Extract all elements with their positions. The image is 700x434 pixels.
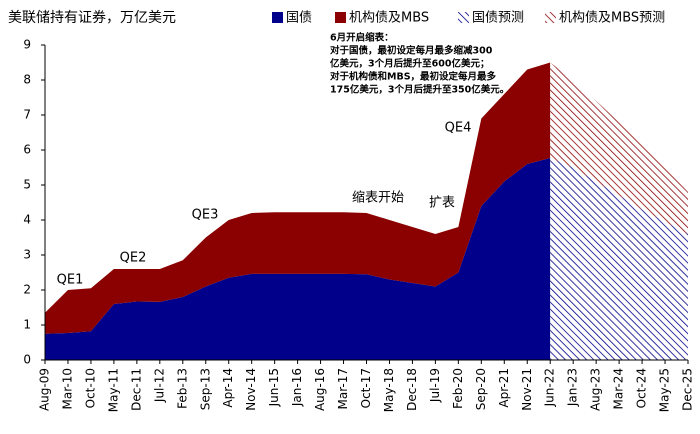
- y-tick-label: 7: [23, 108, 31, 122]
- note-line: 亿美元，3个月后提升至600亿美元；: [330, 58, 489, 70]
- x-tick-label: Sep-13: [198, 368, 212, 410]
- x-tick-label: Aug-16: [313, 368, 327, 411]
- x-tick-label: Oct-24: [635, 368, 649, 408]
- legend-label: 国债预测: [472, 11, 524, 26]
- x-tick-label: Jan-23: [566, 368, 580, 407]
- y-tick-label: 3: [23, 248, 31, 262]
- x-tick-label: Dec-25: [681, 368, 695, 411]
- x-tick-label: Aug-23: [589, 368, 603, 411]
- annotation: QE3: [192, 208, 219, 223]
- x-tick-label: Mar-10: [60, 368, 74, 409]
- legend-swatch: [545, 12, 556, 23]
- legend-swatch: [335, 12, 346, 23]
- x-tick-label: Apr-21: [497, 368, 511, 408]
- x-tick-label: Mar-24: [612, 368, 626, 409]
- legend-swatch: [458, 12, 469, 23]
- legend-label: 机构债及MBS: [349, 11, 429, 26]
- x-tick-label: Apr-14: [221, 368, 235, 408]
- x-tick-label: Dec-11: [129, 368, 143, 411]
- x-tick-label: Jun-22: [543, 368, 557, 407]
- x-tick-label: Mar-17: [336, 368, 350, 409]
- x-tick-label: Jul-12: [152, 368, 166, 403]
- x-tick-label: Oct-10: [83, 368, 97, 408]
- annotation: QE2: [120, 251, 147, 266]
- x-tick-label: May-25: [658, 368, 672, 412]
- y-tick-label: 8: [23, 73, 31, 87]
- x-tick-label: Dec-18: [405, 368, 419, 411]
- x-tick-label: Jul-19: [428, 368, 442, 403]
- x-tick-label: Jan-16: [290, 368, 304, 407]
- x-tick-label: May-11: [106, 368, 120, 412]
- x-tick-label: May-18: [382, 368, 396, 412]
- y-tick-label: 4: [23, 213, 31, 227]
- area: [550, 158, 688, 360]
- x-tick-label: Nov-14: [244, 368, 258, 411]
- y-tick-label: 1: [23, 318, 31, 332]
- y-tick-label: 6: [23, 143, 31, 157]
- y-tick-label: 2: [23, 283, 31, 297]
- annotation: QE1: [57, 273, 84, 288]
- annotation: 缩表开始: [352, 190, 404, 206]
- area: [45, 158, 551, 360]
- x-tick-label: Sep-20: [474, 368, 488, 410]
- chart-title: 美联储持有证券，万亿美元: [8, 10, 176, 26]
- area: [45, 62, 551, 334]
- x-tick-label: Jun-15: [267, 368, 281, 407]
- x-tick-label: Aug-09: [38, 368, 52, 411]
- x-tick-label: Oct-17: [359, 368, 373, 408]
- y-tick-label: 9: [23, 38, 31, 52]
- note-line: 对于国债，最初设定每月最多缩减300: [330, 45, 493, 57]
- annotation: QE4: [445, 121, 472, 136]
- y-tick-label: 5: [23, 178, 31, 192]
- x-tick-label: Nov-21: [520, 368, 534, 411]
- note-line: 175亿美元，3个月后提升至350亿美元。: [330, 84, 509, 96]
- legend-label: 机构债及MBS预测: [559, 11, 665, 26]
- x-tick-label: Feb-20: [451, 368, 465, 409]
- area: [550, 62, 688, 234]
- note-line: 6月开启缩表：: [330, 32, 394, 44]
- legend-swatch: [272, 12, 283, 23]
- annotation: 扩表: [429, 196, 455, 211]
- note-line: 对于机构债和MBS，最初设定每月最多: [330, 71, 497, 83]
- y-tick-label: 0: [23, 353, 31, 367]
- legend-label: 国债: [286, 11, 312, 26]
- x-tick-label: Feb-13: [175, 368, 189, 409]
